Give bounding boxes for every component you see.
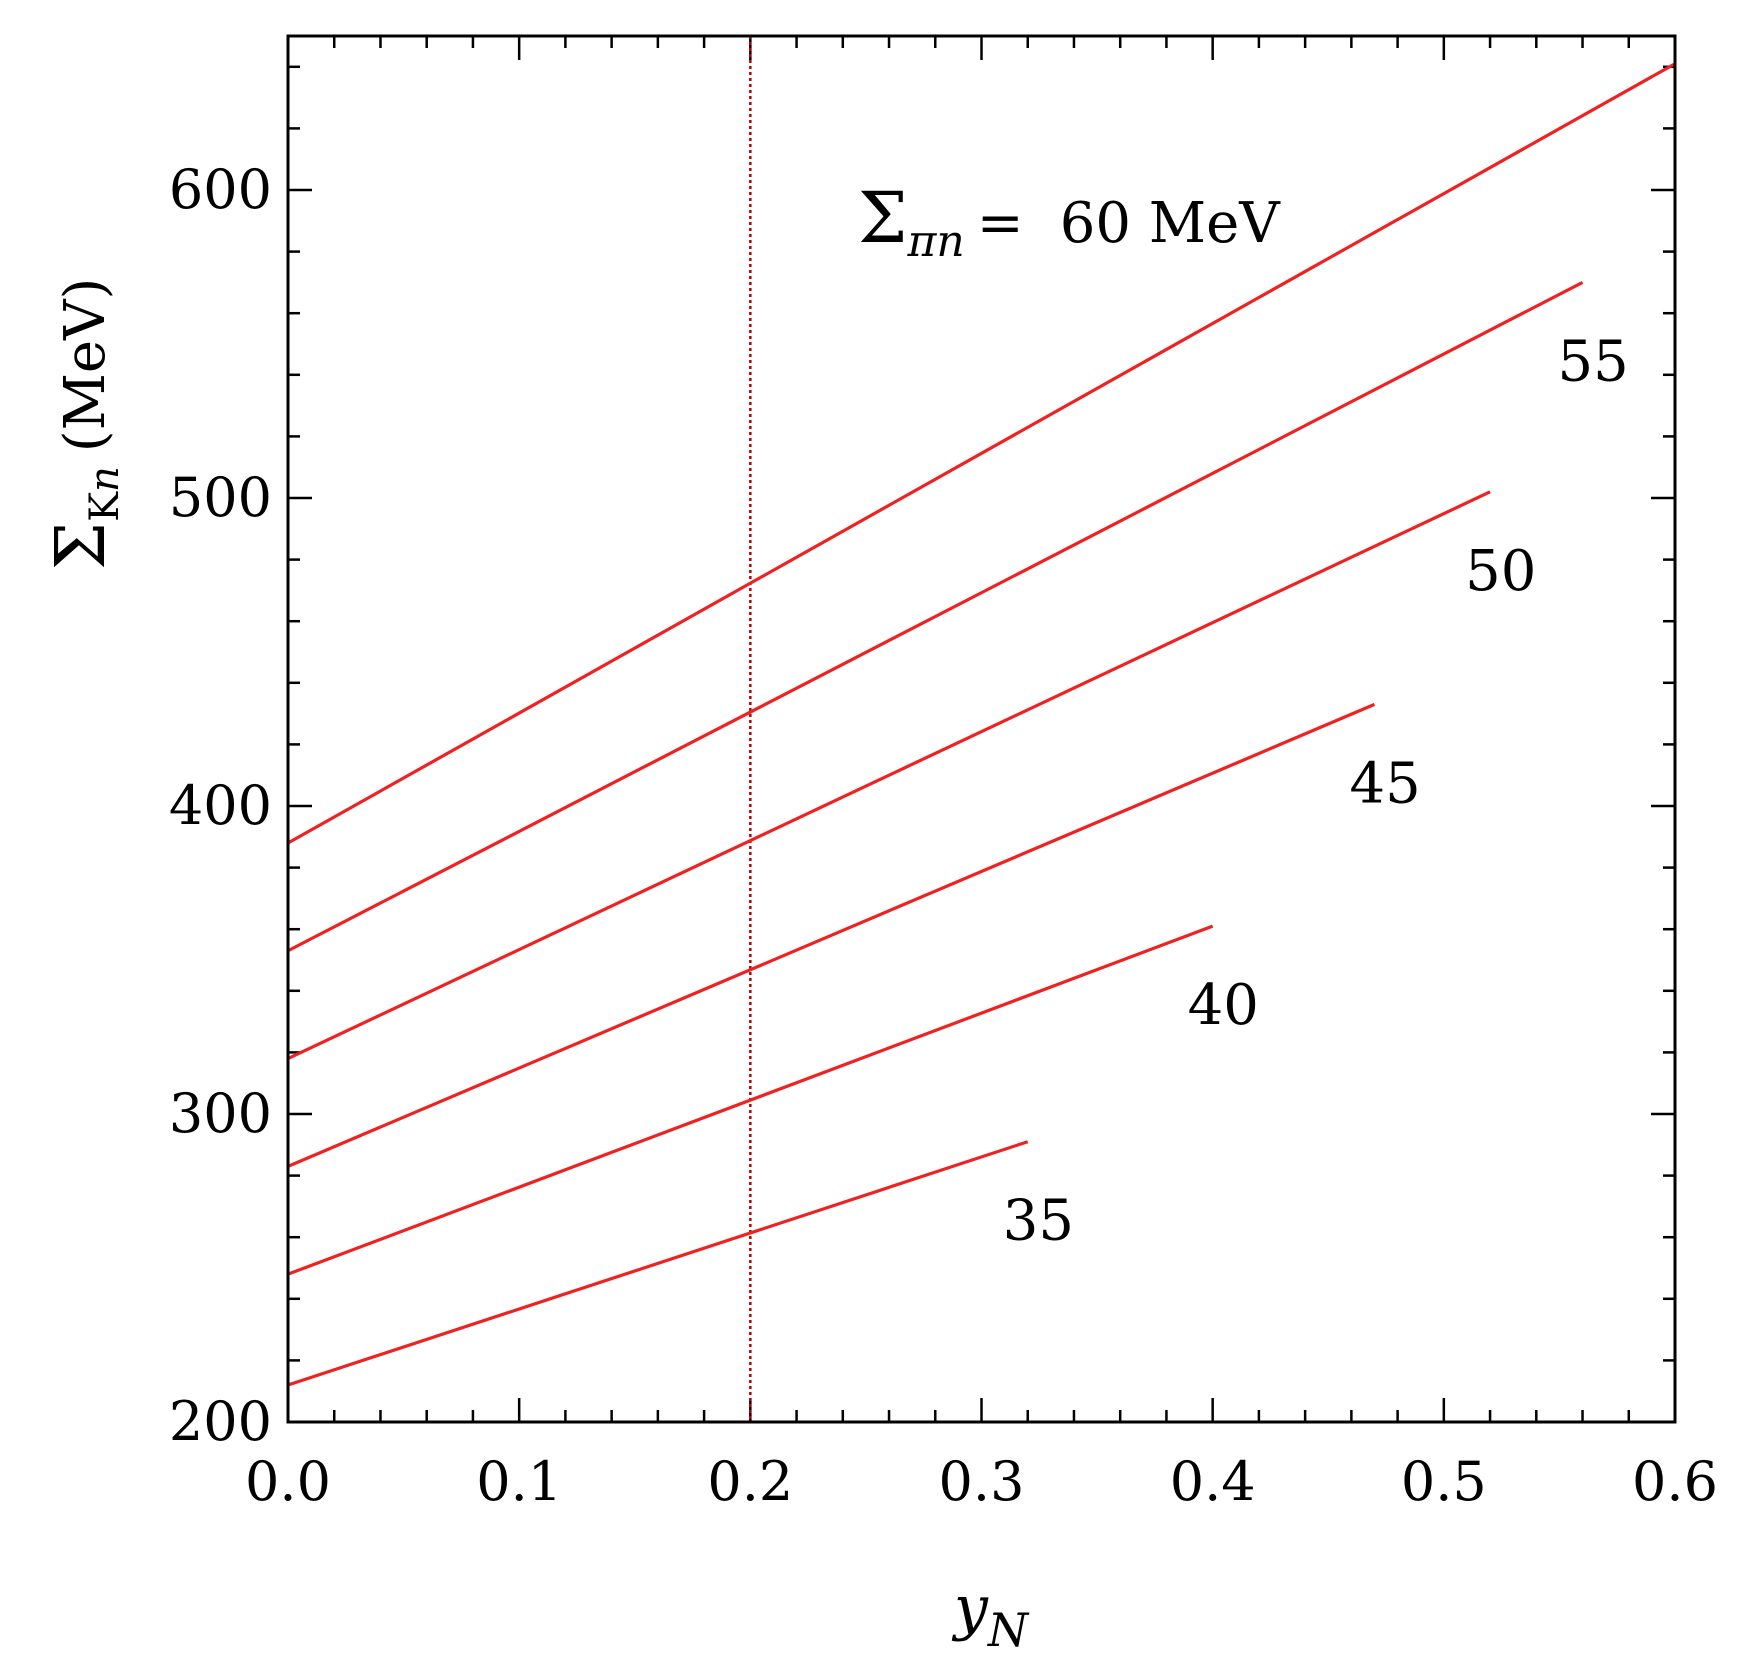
series-line [287, 62, 1676, 845]
series-group [287, 62, 1676, 1387]
series-line [287, 1140, 1029, 1387]
y-tick-label: 600 [169, 158, 272, 221]
series-end-label: 50 [1465, 539, 1536, 604]
x-axis-label: yN [951, 1573, 1030, 1657]
x-tick-label: 0.1 [476, 1450, 562, 1513]
x-tick-label: 0.4 [1170, 1450, 1256, 1513]
series-labels: 55 50 45 40 35 [1003, 329, 1629, 1253]
y-tick-label: 200 [169, 1390, 272, 1453]
x-tick-label: 0.6 [1632, 1450, 1718, 1513]
x-tick-label: 0.3 [939, 1450, 1025, 1513]
series-end-label: 35 [1003, 1189, 1074, 1254]
series-line [287, 702, 1376, 1168]
series-end-label: 55 [1558, 329, 1629, 394]
y-tick-label: 400 [169, 774, 272, 837]
y-axis-label: ΣKn(MeV) [42, 278, 128, 570]
series-line [287, 280, 1584, 953]
series-end-label: 40 [1188, 973, 1259, 1038]
annotation-label: Σπn = 60 MeV [858, 177, 1281, 267]
y-tick-label: 500 [169, 466, 272, 529]
x-tick-label: 0.0 [245, 1450, 331, 1513]
x-tick-label: 0.2 [707, 1450, 793, 1513]
series-end-label: 45 [1349, 751, 1420, 816]
x-tick-label: 0.5 [1401, 1450, 1487, 1513]
plot-frame [286, 34, 1677, 1424]
tick-labels: 0.0 0.1 0.2 0.3 0.4 0.5 0.6 200 300 400 500 600 [169, 158, 1718, 1513]
series-line [287, 924, 1214, 1276]
y-tick-label: 300 [169, 1082, 272, 1145]
series-line [287, 490, 1491, 1061]
